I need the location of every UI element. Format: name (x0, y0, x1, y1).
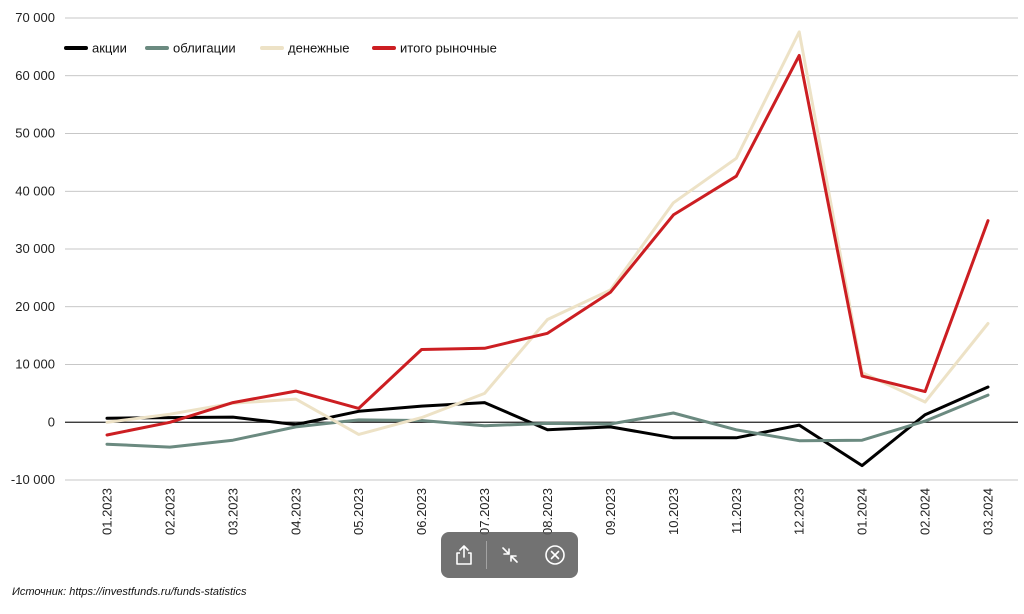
x-tick-label: 09.2023 (603, 488, 618, 535)
legend: акции облигации денежные итого рыночные (64, 41, 497, 56)
series-line-облигации (105, 393, 990, 449)
share-button[interactable] (441, 532, 486, 578)
x-tick-label: 07.2023 (477, 488, 492, 535)
x-tick-label: 06.2023 (414, 488, 429, 535)
x-tick-label: 01.2024 (855, 488, 870, 535)
legend-label: денежные (288, 41, 350, 56)
x-tick-label: 12.2023 (792, 488, 807, 535)
y-tick-label: 70 000 (15, 10, 55, 25)
legend-label: облигации (173, 41, 236, 56)
close-circle-icon (545, 545, 566, 565)
source-note: Источник: https://investfunds.ru/funds-s… (12, 586, 247, 598)
x-tick-label: 11.2023 (729, 488, 744, 534)
share-icon (455, 545, 472, 565)
series-line-итого-рыночные (105, 54, 990, 437)
grid-lines (65, 17, 1018, 481)
y-tick-label: 40 000 (15, 183, 55, 198)
x-axis-ticks: 01.2023 02.2023 03.2023 04.2023 05.2023 06.20… (100, 488, 996, 535)
x-tick-label: 10.2023 (666, 488, 681, 535)
line-chart: -10 000 0 10 000 20 000 30 000 40 000 50 000 60… (11, 10, 1018, 535)
y-axis-ticks: -10 000 0 10 000 20 000 30 000 40 000 50 000 60… (11, 10, 55, 487)
y-tick-label: 10 000 (15, 357, 55, 372)
floating-toolbar (441, 532, 578, 578)
y-tick-label: 50 000 (15, 126, 55, 141)
x-tick-label: 03.2024 (981, 488, 996, 535)
collapse-button[interactable] (487, 532, 532, 578)
x-tick-label: 02.2023 (162, 488, 177, 535)
y-tick-label: -10 000 (11, 472, 55, 487)
y-tick-label: 60 000 (15, 68, 55, 83)
x-tick-label: 04.2023 (288, 488, 303, 535)
series-line-денежные (105, 30, 990, 436)
collapse-icon (502, 547, 518, 563)
y-tick-label: 0 (48, 414, 55, 429)
x-tick-label: 05.2023 (351, 488, 366, 535)
legend-label: акции (92, 41, 127, 56)
x-tick-label: 01.2023 (100, 488, 115, 535)
close-button[interactable] (533, 532, 578, 578)
x-tick-label: 02.2024 (918, 488, 933, 535)
series-line-акции (105, 385, 990, 468)
toolbar-divider (486, 541, 488, 569)
x-tick-label: 08.2023 (540, 488, 555, 535)
y-tick-label: 30 000 (15, 241, 55, 256)
y-tick-label: 20 000 (15, 299, 55, 314)
x-tick-label: 03.2023 (225, 488, 240, 535)
series-lines (105, 30, 990, 468)
legend-label: итого рыночные (400, 41, 497, 56)
